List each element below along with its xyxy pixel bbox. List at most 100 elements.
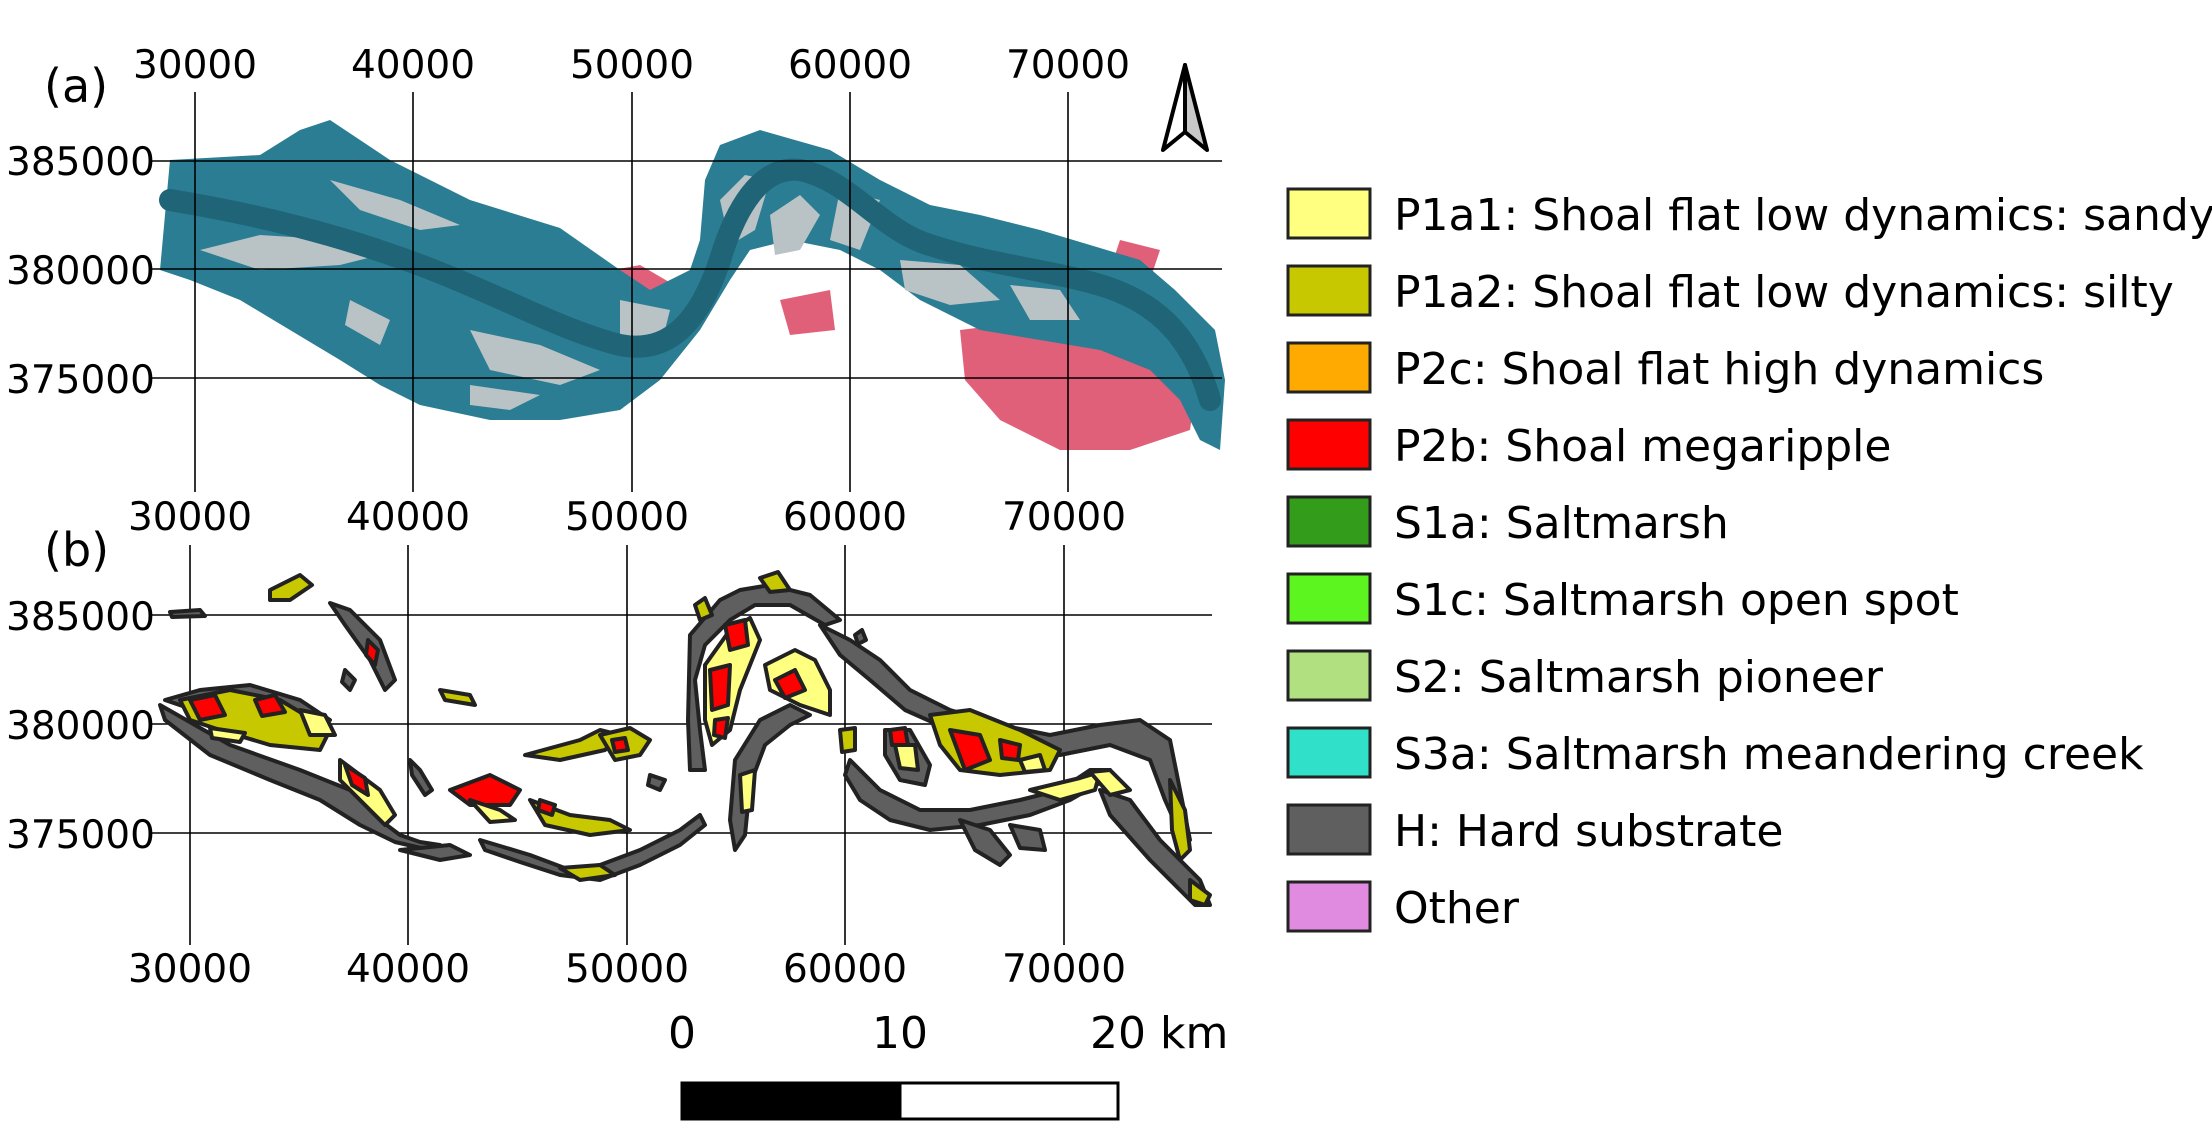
habitat-sandy-flat bbox=[1088, 768, 1132, 797]
panel-b-y-tick: 380000 bbox=[6, 704, 155, 749]
scale-bar-white-segment bbox=[898, 1081, 1120, 1121]
habitat-silty-flat bbox=[758, 570, 792, 594]
legend-swatch bbox=[1286, 649, 1372, 702]
scale-bar-black-segment bbox=[680, 1081, 902, 1121]
panel-b-x-tick-top: 50000 bbox=[565, 495, 689, 540]
habitat-silty-flat bbox=[268, 573, 314, 602]
habitat-megaripple bbox=[712, 716, 730, 740]
legend-item: S2: Saltmarsh pioneer bbox=[1286, 649, 1884, 703]
habitat-hard-substrate bbox=[1008, 823, 1047, 852]
legend-label: P2b: Shoal megaripple bbox=[1394, 421, 1891, 472]
habitat-sandy-flat bbox=[468, 798, 517, 824]
panel-b-x-tick-bottom: 60000 bbox=[783, 947, 907, 992]
legend-label: S1a: Saltmarsh bbox=[1394, 498, 1729, 549]
panel-b-x-tick-bottom: 50000 bbox=[565, 947, 689, 992]
legend-item: P2c: Shoal flat high dynamics bbox=[1286, 341, 2044, 395]
panel-a-x-tick: 30000 bbox=[133, 43, 257, 88]
habitat-megaripple bbox=[610, 736, 630, 754]
panel-b-y-tick: 385000 bbox=[6, 595, 155, 640]
panel-a-label: (a) bbox=[44, 59, 108, 113]
habitat-hard-substrate bbox=[398, 843, 472, 862]
legend-swatch bbox=[1286, 495, 1372, 548]
tidal-flat bbox=[330, 180, 460, 230]
legend-swatch bbox=[1286, 880, 1372, 933]
legend-label: S1c: Saltmarsh open spot bbox=[1394, 575, 1959, 626]
habitat-megaripple bbox=[948, 728, 992, 772]
habitat-megaripple bbox=[773, 668, 807, 700]
legend-item: P1a2: Shoal flat low dynamics: silty bbox=[1286, 264, 2174, 318]
tidal-flat bbox=[470, 330, 600, 385]
legend: P1a1: Shoal flat low dynamics: sandy P1a… bbox=[1286, 187, 2212, 934]
north-arrow-icon bbox=[1161, 63, 1209, 152]
panel-b-x-tick-top: 30000 bbox=[128, 495, 252, 540]
aerial-estuary-image bbox=[159, 120, 1225, 450]
habitat-megaripple bbox=[998, 738, 1022, 762]
habitat-megaripple bbox=[253, 693, 287, 718]
legend-label: S2: Saltmarsh pioneer bbox=[1394, 652, 1884, 703]
habitat-megaripple bbox=[343, 763, 370, 797]
habitat-hard-substrate bbox=[1098, 788, 1212, 907]
legend-item: H: Hard substrate bbox=[1286, 803, 1783, 857]
habitat-silty-flat bbox=[693, 596, 714, 622]
panel-a-x-tick: 70000 bbox=[1006, 43, 1130, 88]
legend-label: Other bbox=[1394, 883, 1520, 934]
habitat-hard-substrate bbox=[646, 773, 667, 792]
habitat-sandy-flat bbox=[893, 743, 920, 772]
legend-item: S1c: Saltmarsh open spot bbox=[1286, 572, 1959, 626]
habitat-hard-substrate bbox=[728, 703, 812, 852]
scale-label-20: 20 km bbox=[1090, 1008, 1228, 1059]
panel-b-x-tick-bottom: 30000 bbox=[128, 947, 252, 992]
habitat-megaripple bbox=[723, 618, 750, 652]
habitat-hard-substrate bbox=[958, 818, 1012, 867]
habitat-sandy-flat bbox=[738, 768, 757, 814]
panel-a-grid bbox=[150, 92, 1222, 492]
estuary-water bbox=[160, 120, 1225, 450]
habitat-hard-substrate bbox=[168, 608, 207, 619]
legend-label: P1a2: Shoal flat low dynamics: silty bbox=[1394, 267, 2174, 318]
panel-b-label: (b) bbox=[44, 523, 109, 577]
habitat-sandy-flat bbox=[298, 708, 337, 737]
scale-bar: 0 10 20 km bbox=[668, 1008, 1228, 1121]
legend-swatch bbox=[1286, 572, 1372, 625]
habitat-silty-flat bbox=[528, 798, 632, 837]
tidal-flat bbox=[1010, 285, 1080, 320]
habitat-hard-substrate bbox=[408, 758, 434, 797]
habitat-megaripple bbox=[364, 638, 380, 667]
habitat-megaripple bbox=[708, 663, 732, 712]
legend-label: P1a1: Shoal flat low dynamics: sandy bbox=[1394, 190, 2212, 241]
panel-a-y-tick: 375000 bbox=[6, 358, 155, 403]
habitat-hard-substrate bbox=[853, 628, 868, 646]
panel-a-y-tick: 380000 bbox=[6, 249, 155, 294]
main-channel bbox=[159, 158, 1221, 411]
habitat-silty-flat bbox=[438, 688, 477, 707]
habitat-silty-flat bbox=[1188, 878, 1212, 907]
panel-a-x-tick: 40000 bbox=[351, 43, 475, 88]
panel-a-x-tick: 50000 bbox=[570, 43, 694, 88]
legend-swatch bbox=[1286, 341, 1372, 394]
legend-item: S1a: Saltmarsh bbox=[1286, 495, 1729, 549]
legend-label: H: Hard substrate bbox=[1394, 806, 1783, 857]
habitat-silty-flat bbox=[558, 863, 617, 882]
habitat-silty-flat bbox=[838, 726, 857, 754]
tidal-flat bbox=[770, 195, 820, 255]
habitat-polygons bbox=[158, 570, 1212, 907]
legend-item: P2b: Shoal megaripple bbox=[1286, 418, 1891, 472]
habitat-megaripple bbox=[188, 693, 227, 722]
habitat-hard-substrate bbox=[340, 668, 357, 692]
habitat-silty-flat bbox=[1168, 778, 1192, 862]
tidal-flat bbox=[345, 300, 390, 345]
tidal-flat bbox=[900, 260, 1000, 305]
panel-b-x-tick-top: 40000 bbox=[346, 495, 470, 540]
legend-swatch bbox=[1286, 264, 1372, 317]
legend-item: Other bbox=[1286, 880, 1520, 934]
panel-a-y-tick: 385000 bbox=[6, 140, 155, 185]
legend-swatch bbox=[1286, 418, 1372, 471]
scale-label-0: 0 bbox=[668, 1008, 696, 1059]
panel-a: (a) 30000 40000 50000 60000 70000 385000… bbox=[6, 43, 1225, 492]
panel-b-x-tick-bottom: 70000 bbox=[1002, 947, 1126, 992]
legend-swatch bbox=[1286, 803, 1372, 856]
legend-swatch bbox=[1286, 726, 1372, 779]
legend-swatch bbox=[1286, 187, 1372, 240]
legend-item: S3a: Saltmarsh meandering creek bbox=[1286, 726, 2144, 780]
scale-label-10: 10 bbox=[872, 1008, 928, 1059]
